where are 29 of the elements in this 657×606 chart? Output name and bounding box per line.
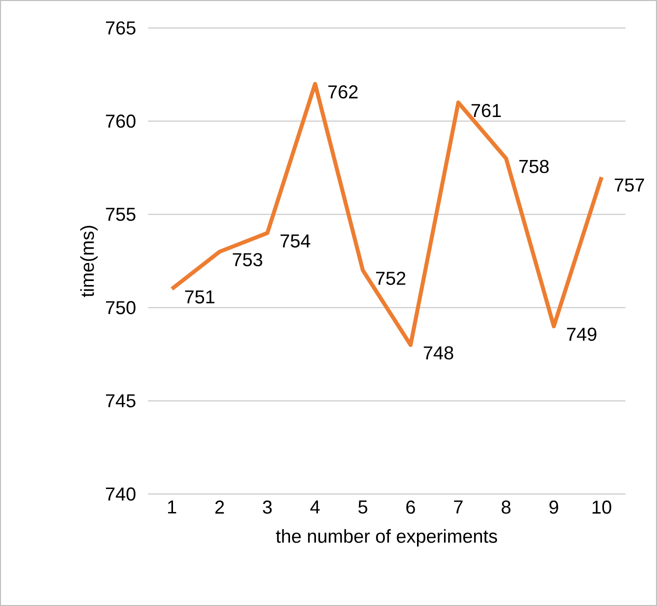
y-tick-label: 755 [106, 208, 136, 221]
y-tick-label: 765 [106, 21, 136, 35]
y-tick-label: 745 [106, 394, 136, 408]
data-label: 762 [328, 85, 358, 98]
y-tick-label: 750 [106, 300, 136, 314]
x-tick-label: 4 [310, 500, 320, 514]
data-label: 757 [614, 178, 644, 192]
x-tick-label: 5 [358, 500, 368, 514]
x-tick-label: 3 [262, 500, 272, 514]
data-label: 748 [424, 346, 454, 360]
y-axis-title: time(ms) [80, 226, 98, 297]
data-label: 752 [376, 272, 406, 285]
x-tick-label: 9 [550, 500, 558, 514]
line-series [170, 82, 604, 347]
data-label: 749 [567, 328, 596, 341]
x-tick-label: 2 [215, 500, 224, 514]
data-label: 753 [232, 253, 262, 266]
data-label: 751 [185, 290, 214, 304]
x-tick-label: 8 [502, 500, 510, 514]
data-label: 754 [280, 234, 310, 248]
data-label: 758 [519, 160, 549, 174]
y-tick-label: 760 [106, 114, 136, 128]
y-tick-label: 740 [106, 487, 136, 501]
data-label: 761 [472, 104, 501, 118]
x-tick-label: 6 [406, 500, 415, 514]
x-tick-label: 7 [454, 500, 463, 514]
x-tick-label: 10 [592, 500, 612, 514]
x-tick-label: 1 [168, 500, 176, 514]
x-axis-title: the number of experiments [276, 529, 498, 547]
